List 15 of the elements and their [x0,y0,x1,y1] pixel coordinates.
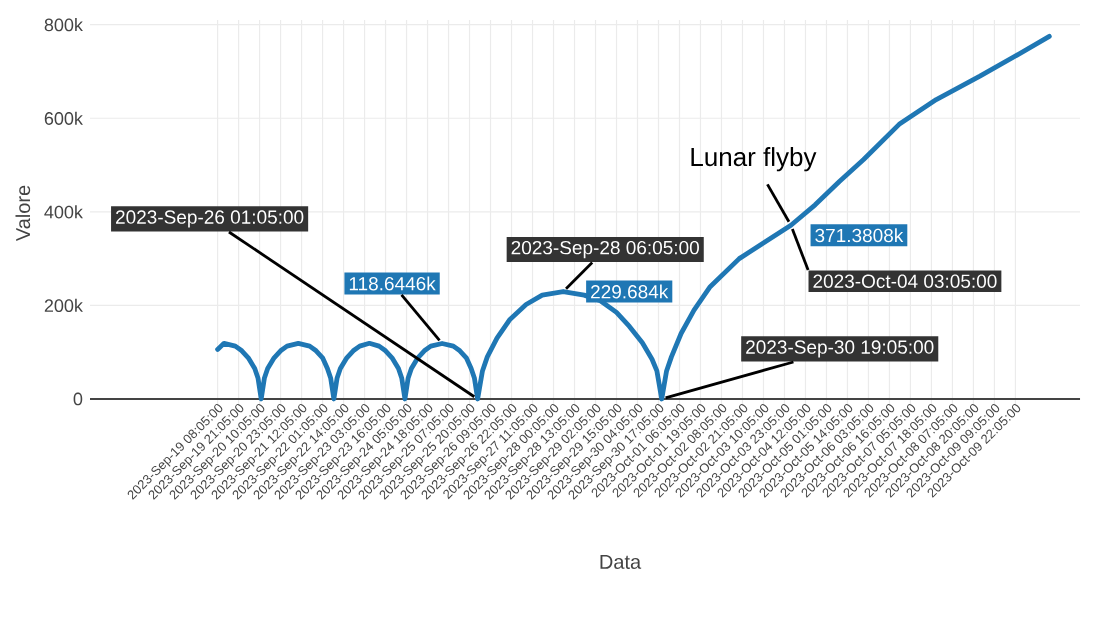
y-tick-label: 0 [73,392,83,406]
annotation: 229.684k [591,284,669,299]
annotation: 2023-Oct-04 03:05:00 [813,274,997,288]
y-tick-label: 200k [44,298,83,313]
annotation: 118.6446k [349,276,436,291]
annotation: 2023-Sep-28 06:05:00 [511,240,699,259]
x-axis-title: Data [600,555,642,569]
y-tick-label: 400k [44,205,83,219]
annotation: 2023-Sep-30 19:05:00 [746,340,934,358]
y-tick-label: 800k [44,18,83,32]
annotation: Lunar flyby [691,147,817,172]
annotation: 2023-Sep-26 01:05:00 [116,210,304,228]
y-tick-label: 600k [44,111,83,125]
annotation: 371.3808k [815,228,904,243]
y-axis-title: Valore [15,185,31,242]
